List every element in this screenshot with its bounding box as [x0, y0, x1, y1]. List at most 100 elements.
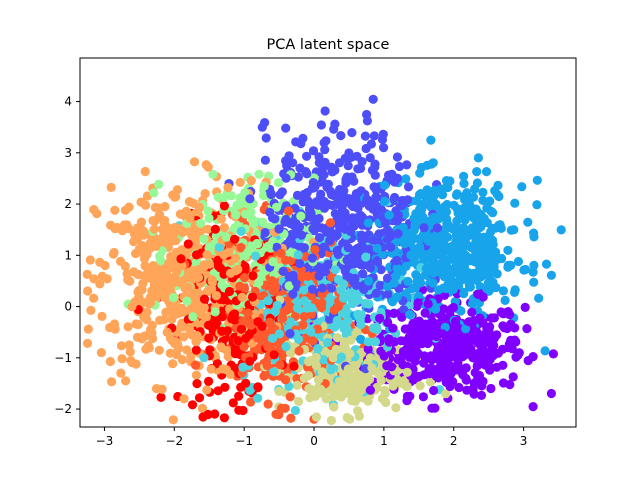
data-point-series-6 — [374, 369, 384, 379]
data-point-series-8 — [422, 185, 432, 195]
data-point-series-4 — [231, 210, 241, 220]
data-point-series-8 — [392, 263, 402, 273]
data-point-series-1 — [97, 311, 107, 321]
data-point-series-0 — [379, 351, 389, 361]
data-point-series-0 — [445, 371, 455, 381]
data-point-series-2 — [236, 324, 247, 334]
data-point-series-2 — [210, 224, 220, 234]
data-point-series-5 — [363, 337, 373, 347]
data-point-series-7 — [307, 284, 317, 294]
data-point-series-1 — [223, 247, 234, 257]
data-point-series-0 — [522, 324, 532, 334]
data-point-series-8 — [470, 184, 480, 194]
data-point-series-8 — [506, 260, 516, 270]
data-point-series-5 — [370, 337, 381, 347]
data-point-series-8 — [443, 270, 453, 280]
data-point-series-0 — [429, 385, 439, 396]
data-point-series-1 — [86, 305, 96, 315]
data-point-series-0 — [400, 324, 410, 334]
data-point-series-5 — [199, 353, 209, 363]
data-point-series-1 — [167, 314, 177, 324]
data-point-series-4 — [188, 312, 198, 322]
data-point-series-5 — [361, 252, 371, 262]
data-point-series-1 — [142, 249, 152, 259]
data-point-series-2 — [191, 345, 201, 355]
data-point-series-8 — [424, 196, 434, 206]
data-point-series-1 — [189, 157, 200, 167]
data-point-series-5 — [350, 297, 361, 307]
x-tick-label: −2 — [165, 434, 183, 448]
data-point-series-7 — [348, 254, 358, 264]
data-point-series-1 — [107, 377, 117, 387]
data-point-series-4 — [284, 281, 294, 291]
data-point-series-7 — [326, 283, 337, 293]
data-point-series-4 — [199, 234, 209, 244]
data-point-series-8 — [465, 282, 475, 292]
data-point-series-1 — [160, 201, 170, 212]
data-point-series-7 — [292, 190, 303, 200]
data-point-series-7 — [323, 259, 333, 269]
data-point-series-5 — [330, 322, 340, 332]
data-point-series-7 — [288, 270, 298, 280]
data-point-series-1 — [158, 283, 168, 293]
data-point-series-8 — [474, 259, 484, 269]
points-layer — [82, 94, 566, 426]
data-point-series-7 — [369, 131, 379, 141]
data-point-series-7 — [369, 182, 379, 192]
data-point-series-8 — [416, 278, 426, 288]
data-point-series-8 — [384, 210, 394, 220]
data-point-series-2 — [176, 254, 186, 264]
data-point-series-7 — [403, 182, 414, 192]
data-point-series-7 — [308, 178, 318, 188]
data-point-series-2 — [233, 336, 243, 346]
data-point-series-5 — [269, 367, 279, 377]
data-point-series-1 — [203, 162, 213, 172]
data-point-series-7 — [357, 235, 367, 245]
data-point-series-0 — [459, 332, 469, 342]
data-point-series-6 — [292, 380, 302, 390]
data-point-series-7 — [344, 153, 354, 163]
data-point-series-7 — [317, 223, 328, 233]
data-point-series-1 — [140, 166, 150, 177]
data-point-series-5 — [307, 303, 317, 313]
data-point-series-1 — [142, 269, 152, 279]
data-point-series-8 — [478, 213, 489, 223]
data-point-series-1 — [83, 324, 93, 334]
data-point-series-1 — [123, 322, 133, 332]
data-point-series-1 — [179, 332, 189, 342]
data-point-series-7 — [313, 196, 323, 206]
data-point-series-8 — [459, 171, 469, 181]
data-point-series-2 — [209, 320, 219, 330]
data-point-series-7 — [343, 243, 353, 253]
data-point-series-1 — [82, 269, 92, 279]
data-point-series-7 — [382, 273, 393, 283]
data-point-series-6 — [313, 375, 324, 385]
data-point-series-8 — [458, 267, 468, 278]
data-point-series-0 — [389, 308, 399, 318]
data-point-series-7 — [339, 186, 349, 196]
data-point-series-8 — [363, 218, 373, 228]
data-point-series-0 — [445, 381, 455, 392]
data-point-series-7 — [310, 214, 320, 224]
x-tick-label: 2 — [450, 434, 458, 448]
data-point-series-1 — [148, 261, 158, 271]
data-point-series-7 — [362, 116, 372, 126]
data-point-series-8 — [431, 199, 441, 209]
data-point-series-7 — [288, 158, 298, 168]
data-point-series-0 — [453, 358, 463, 368]
data-point-series-0 — [430, 403, 440, 413]
data-point-series-7 — [265, 207, 275, 217]
data-point-series-7 — [336, 131, 346, 141]
data-point-series-1 — [230, 266, 241, 276]
data-point-series-1 — [211, 291, 221, 301]
data-point-series-0 — [528, 402, 538, 412]
data-point-series-1 — [120, 261, 130, 271]
data-point-series-1 — [168, 278, 178, 288]
data-point-series-0 — [486, 383, 496, 394]
data-point-series-8 — [529, 228, 539, 238]
data-point-series-2 — [230, 234, 240, 244]
data-point-series-2 — [224, 286, 235, 297]
data-point-series-8 — [414, 234, 424, 244]
data-point-series-0 — [474, 370, 485, 381]
data-point-series-3 — [316, 302, 327, 313]
